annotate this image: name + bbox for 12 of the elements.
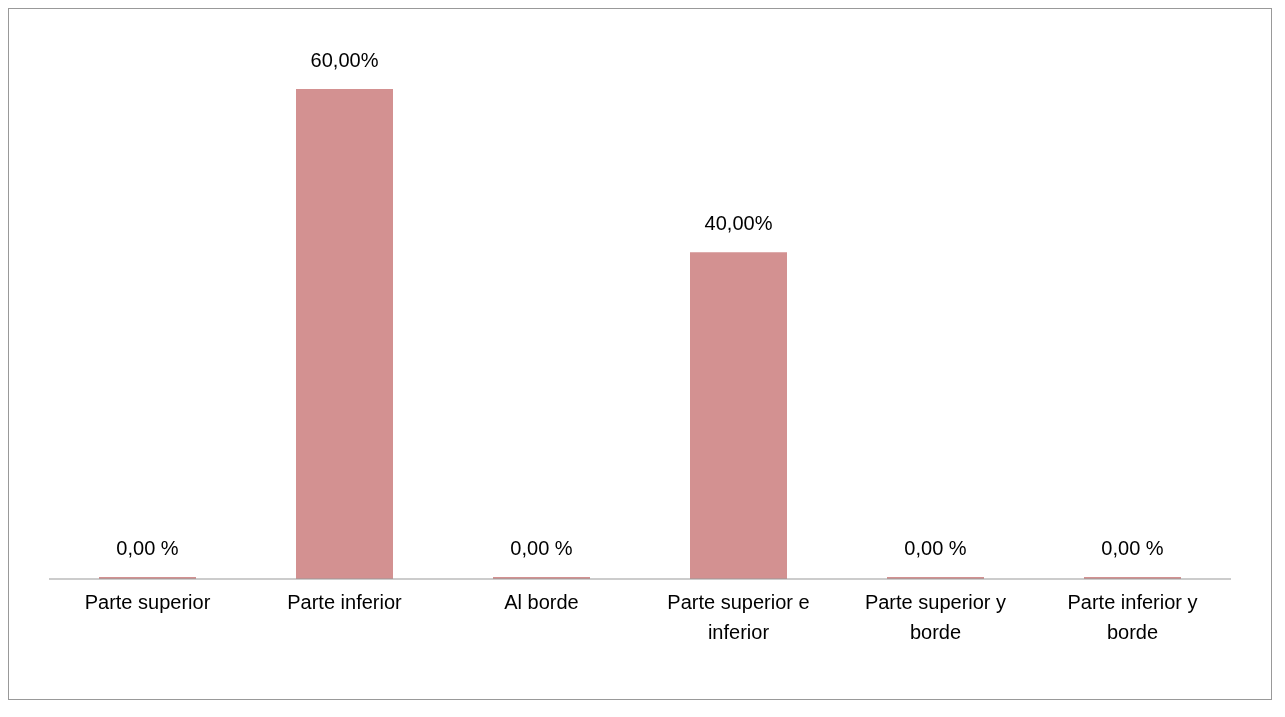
x-tick-label: Parte superior y borde [864, 591, 1007, 643]
x-tick-label: Parte inferior [287, 591, 403, 613]
data-label: 0,00 % [904, 537, 967, 559]
data-label: 40,00% [704, 212, 773, 235]
x-tick-label: Parte superior e inferior [667, 591, 810, 643]
data-label: 0,00 % [510, 537, 573, 559]
data-label: 0,00 % [1101, 537, 1164, 559]
x-tick-label: Al borde [504, 591, 579, 613]
data-label: 60,00% [310, 49, 379, 71]
x-tick-label: Parte superior [84, 591, 211, 613]
data-label: 0,00 % [116, 537, 179, 559]
x-tick-label: Parte inferior y borde [1067, 591, 1198, 643]
